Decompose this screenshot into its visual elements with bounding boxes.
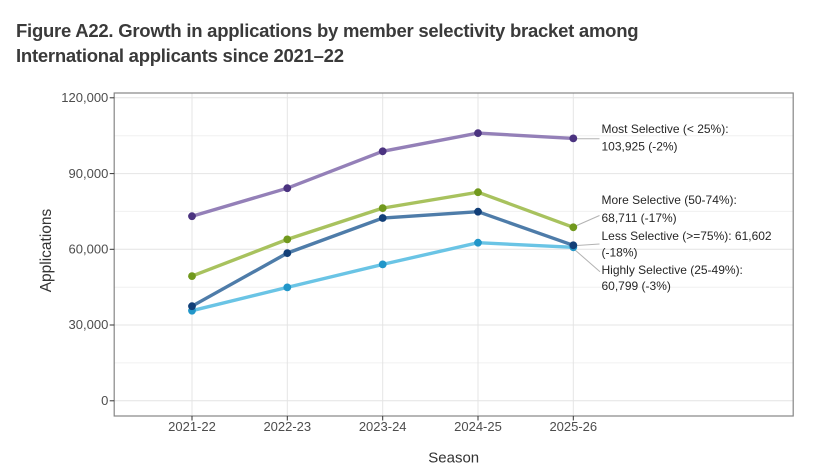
svg-text:103,925 (-2%): 103,925 (-2%) [602,140,678,154]
svg-text:30,000: 30,000 [69,317,109,332]
svg-text:2021-22: 2021-22 [168,419,216,434]
svg-text:2025-26: 2025-26 [549,419,597,434]
svg-text:0: 0 [101,393,108,408]
svg-text:60,799 (-3%): 60,799 (-3%) [602,279,671,293]
svg-text:90,000: 90,000 [69,166,109,181]
svg-text:2023-24: 2023-24 [359,419,407,434]
svg-text:More Selective (50-74%):: More Selective (50-74%): [602,193,737,207]
svg-text:(-18%): (-18%) [602,246,638,260]
svg-text:Most Selective (< 25%):: Most Selective (< 25%): [602,122,729,136]
svg-text:68,711 (-17%): 68,711 (-17%) [602,211,677,225]
svg-text:Highly Selective (25-49%):: Highly Selective (25-49%): [602,263,743,277]
svg-text:120,000: 120,000 [61,90,108,105]
svg-text:Less Selective (>=75%): 61,602: Less Selective (>=75%): 61,602 [602,229,772,243]
svg-text:Season: Season [428,450,479,467]
svg-text:2022-23: 2022-23 [263,419,311,434]
svg-text:Applications: Applications [38,208,55,292]
svg-text:60,000: 60,000 [69,242,109,257]
svg-text:2024-25: 2024-25 [454,419,502,434]
